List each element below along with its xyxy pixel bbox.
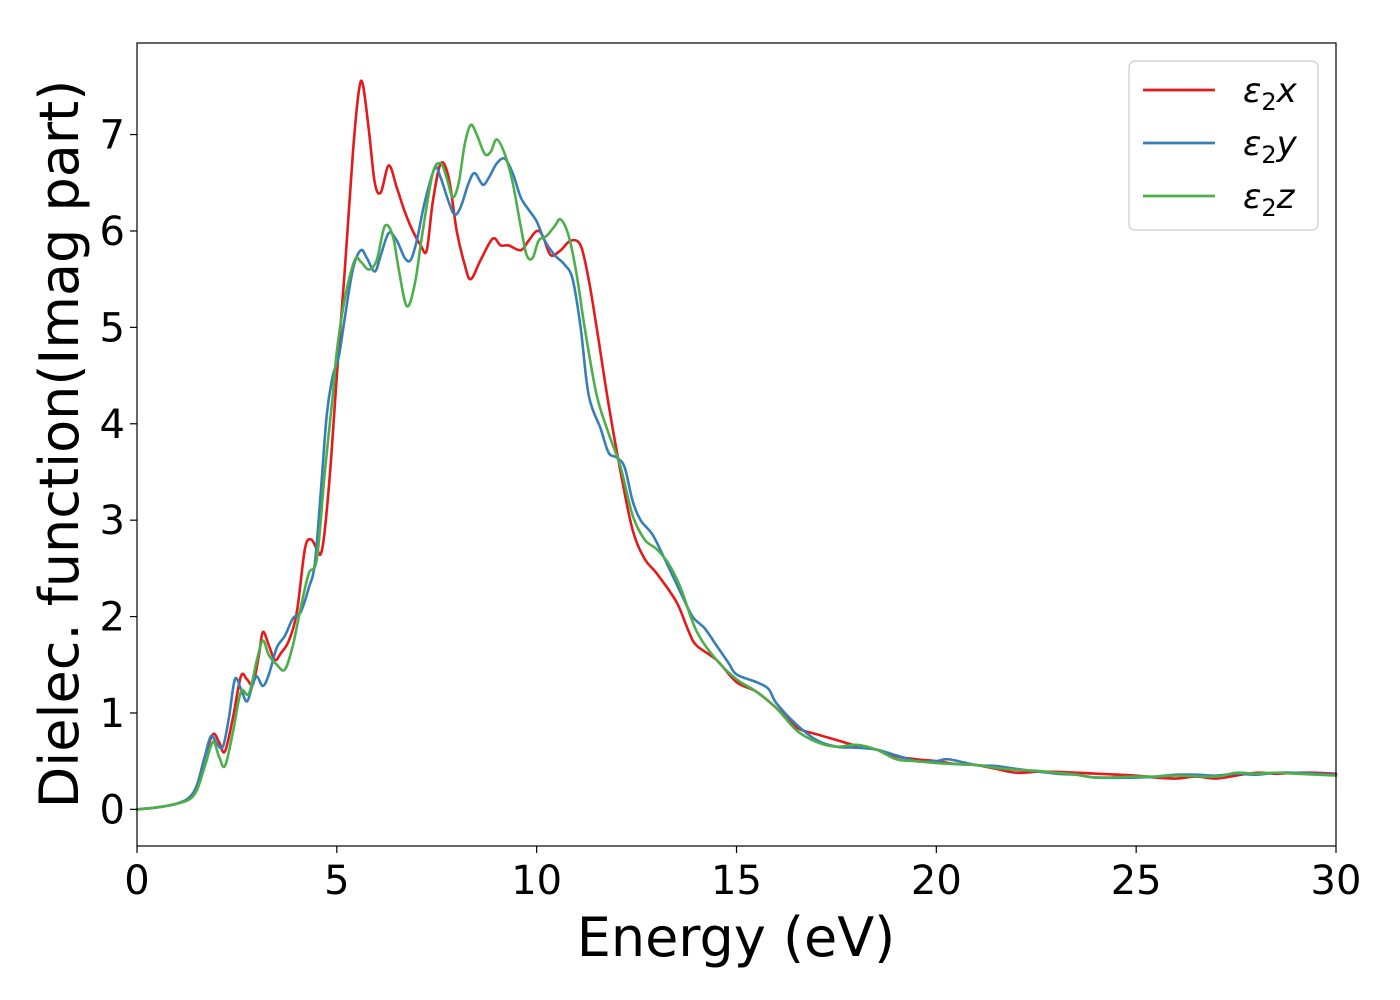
series-layer <box>135 79 1338 811</box>
x-tick-label: 30 <box>1311 858 1362 904</box>
y-tick-label: 1 <box>100 691 125 737</box>
legend-entry-z: ε2z <box>1143 177 1296 222</box>
y-tick-label: 3 <box>100 498 125 544</box>
y-tick-label: 2 <box>100 595 125 641</box>
x-tick-label: 5 <box>324 858 349 904</box>
legend-label: ε2x <box>1243 71 1298 116</box>
y-tick-label: 7 <box>100 113 125 159</box>
legend-entry-y: ε2y <box>1143 124 1298 169</box>
x-axis-label: Energy (eV) <box>577 906 896 969</box>
legend-label: ε2z <box>1243 177 1296 222</box>
legend-label: ε2y <box>1243 124 1298 169</box>
y-axis: 0 1 2 3 4 5 6 7 <box>100 113 137 833</box>
series-line-y <box>135 156 1338 811</box>
y-tick-label: 0 <box>100 787 125 833</box>
y-axis-label: Dielec. function(Imag part) <box>28 80 91 809</box>
x-tick-label: 0 <box>124 858 149 904</box>
x-tick-label: 25 <box>1111 858 1162 904</box>
series-line-z <box>135 123 1338 811</box>
x-tick-label: 15 <box>711 858 762 904</box>
y-tick-label: 4 <box>100 402 125 448</box>
legend: ε2x ε2y ε2z <box>1128 60 1319 231</box>
legend-box <box>1128 60 1319 231</box>
y-tick-label: 6 <box>100 209 125 255</box>
y-tick-label: 5 <box>100 305 125 351</box>
x-axis: 0 5 10 15 20 25 30 <box>124 846 1361 904</box>
legend-items: ε2x ε2y ε2z <box>1143 71 1298 222</box>
legend-entry-x: ε2x <box>1143 71 1298 116</box>
x-tick-label: 20 <box>911 858 962 904</box>
x-tick-label: 10 <box>511 858 562 904</box>
